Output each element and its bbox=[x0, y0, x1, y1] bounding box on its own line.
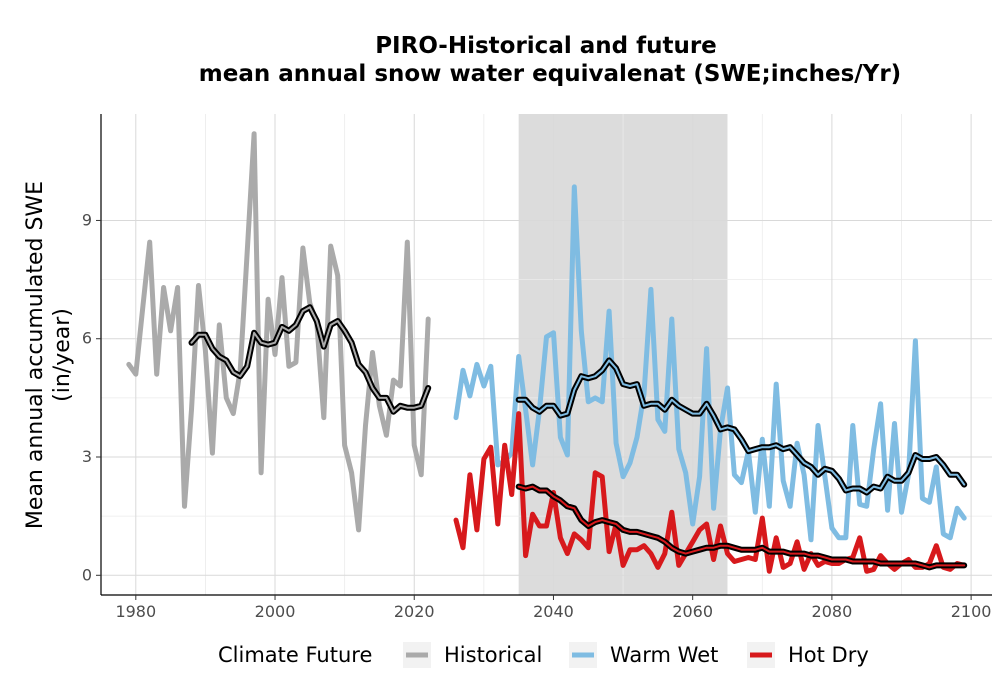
legend-label-hot-dry: Hot Dry bbox=[788, 643, 869, 667]
x-tick-label: 2080 bbox=[812, 602, 853, 621]
series-warm-wet-avg-line bbox=[517, 359, 966, 494]
series-hot-dry-line bbox=[453, 411, 967, 574]
legend: Climate Future Historical Warm Wet Hot Dry bbox=[218, 642, 869, 668]
chart-title-line-2: mean annual snow water equivalenat (SWE;… bbox=[199, 61, 901, 87]
y-tick-label: 0 bbox=[82, 565, 92, 584]
plot-area: 1980 2000 2020 2040 2060 2080 2100 0 3 6 9 bbox=[82, 114, 992, 621]
series-historical-avg-line bbox=[190, 306, 430, 413]
x-tick-label: 2100 bbox=[951, 602, 992, 621]
legend-label-warm-wet: Warm Wet bbox=[610, 643, 718, 667]
y-axis-label: Mean annual accumulated SWE (in/year) bbox=[23, 181, 75, 529]
x-tick-label: 2040 bbox=[533, 602, 574, 621]
x-tick-label: 2000 bbox=[255, 602, 296, 621]
legend-title: Climate Future bbox=[218, 643, 372, 667]
y-axis-label-line-2: (in/year) bbox=[50, 308, 75, 402]
x-tick-label: 2020 bbox=[394, 602, 435, 621]
y-axis-label-line-1: Mean annual accumulated SWE bbox=[23, 181, 48, 529]
series-warm-wet-line bbox=[453, 184, 967, 543]
legend-label-historical: Historical bbox=[444, 643, 542, 667]
y-tick-label: 6 bbox=[82, 329, 92, 348]
x-tick-label: 1980 bbox=[115, 602, 156, 621]
y-tick-label: 3 bbox=[82, 447, 92, 466]
chart-title-line-1: PIRO-Historical and future bbox=[375, 33, 717, 59]
x-tick-label: 2060 bbox=[672, 602, 713, 621]
y-tick-label: 9 bbox=[82, 210, 92, 229]
series-hot-dry-avg-line bbox=[517, 485, 966, 569]
